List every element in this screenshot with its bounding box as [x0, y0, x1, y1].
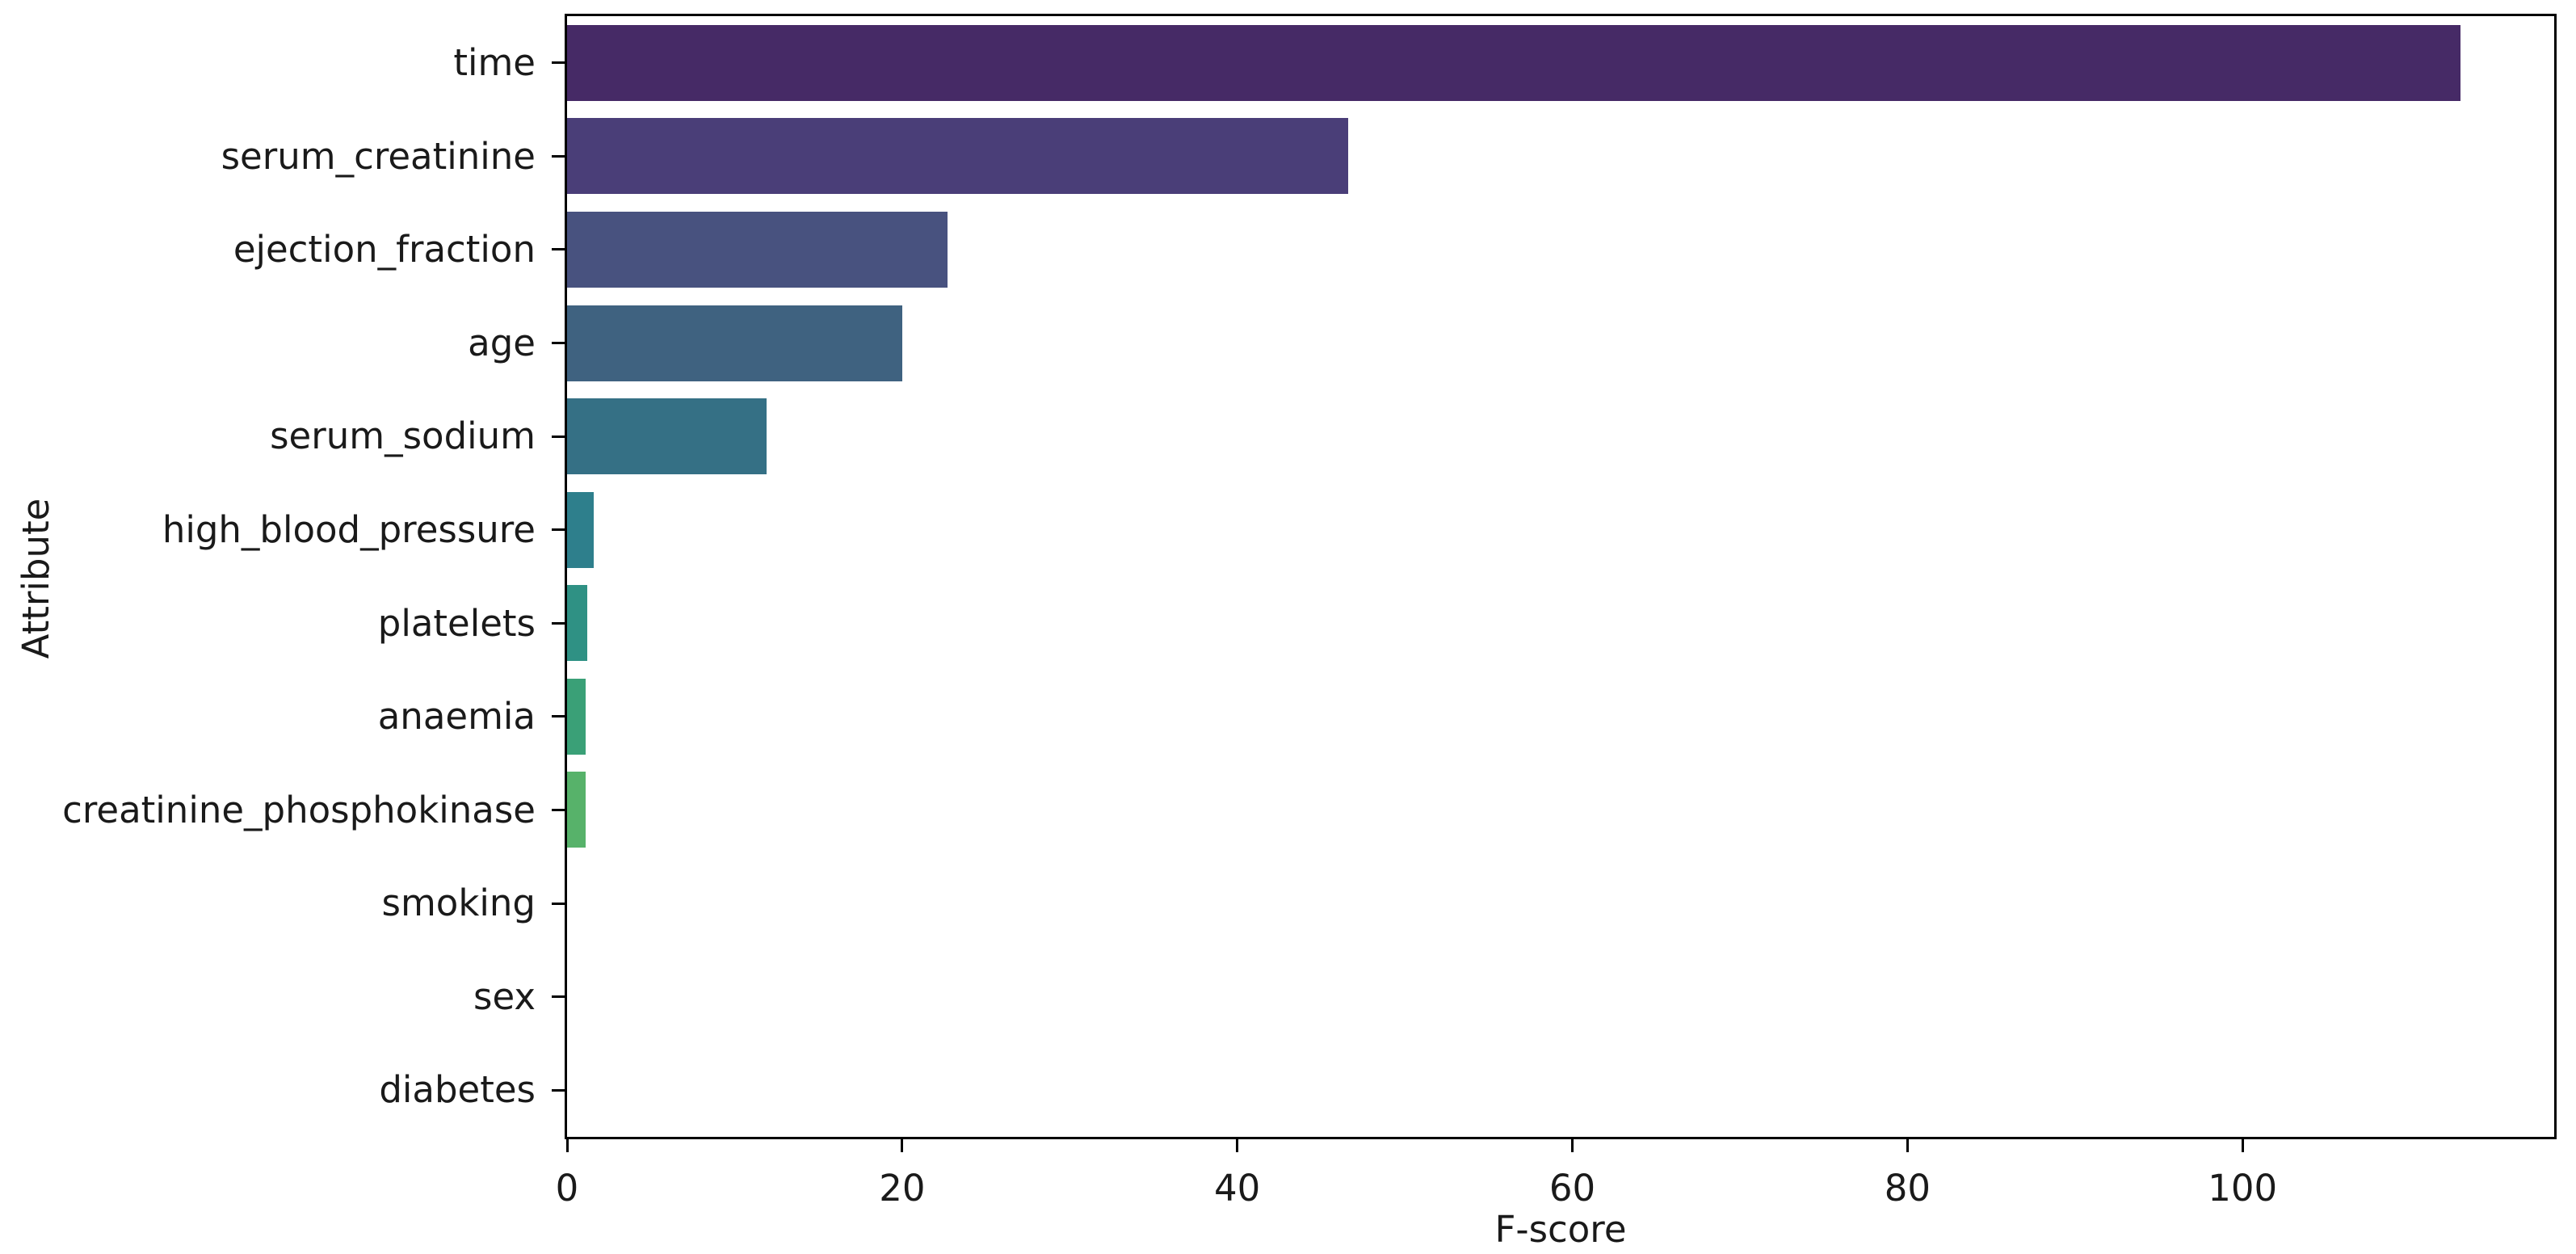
- y-tick-mark: [552, 248, 567, 251]
- bar-platelets: [567, 585, 587, 662]
- x-tick-mark: [1236, 1139, 1239, 1152]
- y-tick-label-sex: sex: [473, 974, 536, 1018]
- x-tick-label-60: 60: [1549, 1167, 1596, 1210]
- y-tick-label-time: time: [453, 41, 536, 84]
- x-tick-label-20: 20: [879, 1167, 926, 1210]
- bar-serum_creatinine: [567, 118, 1348, 195]
- y-tick-label-smoking: smoking: [381, 882, 536, 925]
- y-tick-mark: [552, 528, 567, 532]
- x-tick-mark: [2241, 1139, 2244, 1152]
- x-tick-mark: [1571, 1139, 1574, 1152]
- x-tick-label-100: 100: [2208, 1167, 2278, 1210]
- bar-anaemia: [567, 678, 586, 755]
- bar-serum_sodium: [567, 398, 767, 475]
- y-tick-label-high_blood_pressure: high_blood_pressure: [162, 507, 536, 551]
- x-tick-label-0: 0: [555, 1167, 579, 1210]
- x-tick-label-80: 80: [1884, 1167, 1931, 1210]
- x-tick-mark: [1906, 1139, 1909, 1152]
- y-tick-label-platelets: platelets: [377, 601, 536, 645]
- y-tick-mark: [552, 342, 567, 345]
- y-tick-mark: [552, 1088, 567, 1092]
- y-tick-label-creatinine_phosphokinase: creatinine_phosphokinase: [62, 788, 536, 831]
- y-tick-mark: [552, 995, 567, 999]
- x-tick-mark: [901, 1139, 904, 1152]
- y-tick-mark: [552, 61, 567, 65]
- x-tick-mark: [565, 1139, 569, 1152]
- plot-area: [565, 14, 2557, 1139]
- y-tick-mark: [552, 435, 567, 438]
- y-tick-mark: [552, 154, 567, 158]
- bar-high_blood_pressure: [567, 491, 595, 568]
- bar-creatinine_phosphokinase: [567, 772, 586, 848]
- bar-age: [567, 305, 902, 381]
- y-tick-mark: [552, 902, 567, 905]
- y-tick-label-serum_creatinine: serum_creatinine: [221, 134, 536, 178]
- bar-ejection_fraction: [567, 211, 948, 288]
- x-tick-label-40: 40: [1214, 1167, 1261, 1210]
- y-tick-label-diabetes: diabetes: [379, 1068, 536, 1112]
- bar-time: [567, 24, 2460, 101]
- y-tick-mark: [552, 808, 567, 811]
- y-tick-label-anaemia: anaemia: [377, 695, 536, 739]
- x-axis-label: F-score: [1494, 1208, 1627, 1251]
- y-tick-mark: [552, 621, 567, 625]
- y-tick-label-ejection_fraction: ejection_fraction: [233, 228, 536, 271]
- y-tick-label-serum_sodium: serum_sodium: [270, 414, 536, 458]
- y-tick-mark: [552, 715, 567, 718]
- y-tick-label-age: age: [468, 321, 536, 364]
